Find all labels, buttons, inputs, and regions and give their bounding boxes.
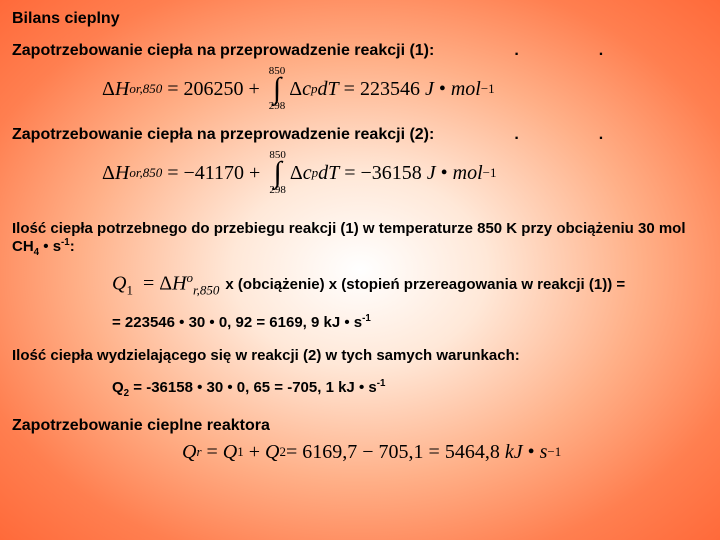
section3-q1-def: Q1 = ΔHor,850 x (obciążenie) x (stopień … (112, 270, 708, 299)
section3-intro: Ilość ciepła potrzebnego do przebiegu re… (12, 220, 708, 258)
section2-label: Zapotrzebowanie ciepła na przeprowadzeni… (12, 126, 708, 144)
section1-formula: ΔHor,850 = 206250 + 850 ∫ 298 ΔcpdT = 22… (102, 66, 708, 112)
section1-label: Zapotrzebowanie ciepła na przeprowadzeni… (12, 42, 708, 60)
section4-intro: Ilość ciepła wydzielającego się w reakcj… (12, 347, 708, 364)
section2-formula: ΔHor,850 = −41170 + 850 ∫ 298 ΔcpdT = −3… (102, 150, 708, 196)
section5-formula: Qr = Q1 + Q2 = 6169,7 − 705,1 = 5464,8 k… (182, 441, 708, 464)
section5-label: Zapotrzebowanie cieplne reaktora (12, 417, 708, 435)
page-title: Bilans cieplny (12, 10, 708, 28)
section3-calc: = 223546 • 30 • 0, 92 = 6169, 9 kJ • s-1 (112, 313, 708, 331)
section4-calc: Q2 = -36158 • 30 • 0, 65 = -705, 1 kJ • … (112, 378, 708, 399)
